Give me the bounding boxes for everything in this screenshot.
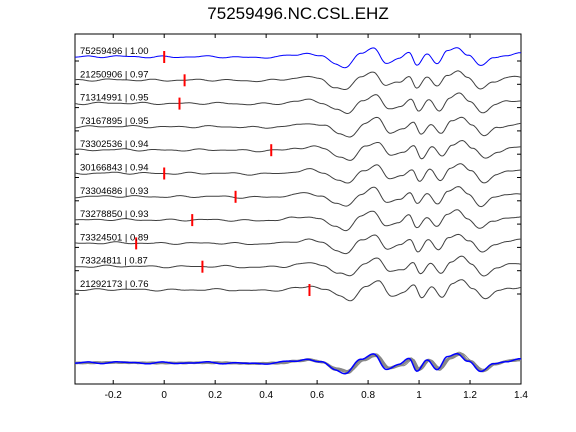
plot-frame — [74, 33, 522, 385]
trace-line — [75, 255, 522, 277]
x-tick-label: 1 — [416, 390, 422, 401]
x-tick-label: 0.4 — [259, 390, 273, 401]
labels-layer: 75259496 | 1.00 21250906 | 0.97 71314991 |… — [80, 46, 149, 290]
traces-layer — [74, 47, 522, 302]
trace-label: 73278850 | 0.93 — [80, 209, 149, 220]
trace-line — [74, 116, 522, 138]
stack-layer — [74, 351, 522, 375]
x-tick-label: 0.6 — [310, 390, 324, 401]
x-tick-label: 0.2 — [208, 390, 222, 401]
x-tick-label: 0 — [161, 390, 167, 401]
trace-line — [75, 47, 521, 69]
trace-label: 73324501 | 0.89 — [80, 232, 149, 243]
trace-label: 21250906 | 0.97 — [80, 69, 149, 80]
trace-label: 75259496 | 1.00 — [80, 46, 149, 57]
stack-reference-trace — [75, 353, 521, 375]
x-tick-label: 0.8 — [361, 390, 375, 401]
trace-line — [74, 139, 522, 161]
trace-label: 21292173 | 0.76 — [80, 279, 149, 290]
trace-line — [74, 70, 522, 90]
trace-line — [74, 279, 522, 302]
chart-title: 75259496.NC.CSL.EHZ — [207, 4, 389, 23]
picks-layer — [135, 51, 311, 296]
trace-label: 73302536 | 0.94 — [80, 139, 149, 150]
trace-label: 73304686 | 0.93 — [80, 186, 149, 197]
trace-line — [74, 233, 521, 255]
x-axis: -0.2 0 0.2 0.4 0.6 0.8 1 1.2 1.4 — [105, 34, 528, 401]
trace-label: 73324811 | 0.87 — [80, 256, 148, 267]
trace-label: 30166843 | 0.94 — [80, 163, 149, 174]
trace-label: 71314991 | 0.95 — [80, 93, 149, 104]
trace-line — [74, 209, 522, 232]
trace-line — [74, 186, 522, 208]
x-tick-label: -0.2 — [105, 390, 123, 401]
x-tick-label: 1.2 — [463, 390, 477, 401]
trace-line — [74, 163, 522, 184]
trace-label: 73167895 | 0.95 — [80, 116, 149, 127]
trace-line — [74, 92, 522, 115]
x-tick-label: 1.4 — [514, 390, 528, 401]
